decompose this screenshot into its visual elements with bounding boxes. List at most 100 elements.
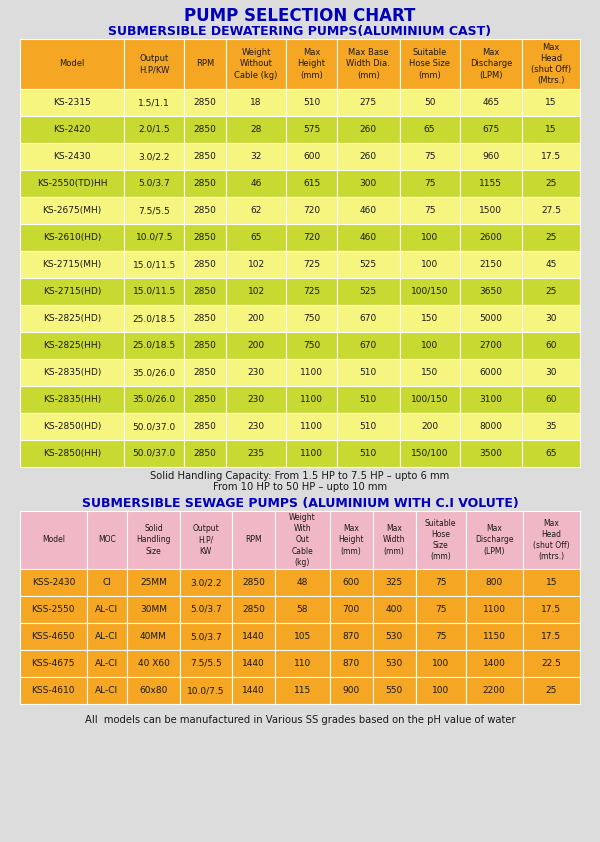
- Bar: [184, 278, 226, 305]
- Bar: [286, 251, 337, 278]
- Bar: [124, 89, 184, 116]
- Bar: [275, 650, 330, 677]
- Text: 30: 30: [545, 314, 557, 323]
- Bar: [226, 440, 286, 467]
- Text: 102: 102: [247, 260, 265, 269]
- Text: 2850: 2850: [194, 125, 217, 134]
- Text: 3.0/2.2: 3.0/2.2: [139, 152, 170, 161]
- Text: 1.5/1.1: 1.5/1.1: [139, 98, 170, 107]
- Bar: [184, 305, 226, 332]
- Bar: [87, 596, 127, 623]
- Bar: [466, 511, 523, 569]
- Bar: [87, 623, 127, 650]
- Bar: [226, 332, 286, 359]
- Text: 65: 65: [545, 449, 557, 458]
- Text: 3100: 3100: [479, 395, 502, 404]
- Text: 100: 100: [421, 260, 438, 269]
- Text: 150: 150: [421, 314, 438, 323]
- Text: 30MM: 30MM: [140, 605, 167, 614]
- Text: 100: 100: [421, 233, 438, 242]
- Bar: [466, 677, 523, 704]
- Bar: [400, 224, 460, 251]
- Text: 525: 525: [360, 287, 377, 296]
- Bar: [522, 359, 580, 386]
- Text: AL-CI: AL-CI: [95, 632, 119, 641]
- Text: 800: 800: [485, 578, 503, 587]
- Text: 60x80: 60x80: [139, 686, 167, 695]
- Text: 2850: 2850: [194, 422, 217, 431]
- Text: 670: 670: [359, 314, 377, 323]
- Text: 15: 15: [545, 98, 557, 107]
- Bar: [286, 305, 337, 332]
- Text: 200: 200: [247, 341, 265, 350]
- Bar: [337, 440, 400, 467]
- Text: 530: 530: [386, 632, 403, 641]
- Text: 3.0/2.2: 3.0/2.2: [190, 578, 221, 587]
- Bar: [416, 650, 466, 677]
- Bar: [20, 413, 124, 440]
- Bar: [400, 251, 460, 278]
- Bar: [20, 251, 124, 278]
- Bar: [400, 305, 460, 332]
- Bar: [275, 677, 330, 704]
- Bar: [20, 650, 87, 677]
- Bar: [286, 359, 337, 386]
- Text: 1100: 1100: [483, 605, 506, 614]
- Bar: [275, 596, 330, 623]
- Bar: [523, 677, 580, 704]
- Bar: [275, 623, 330, 650]
- Bar: [460, 39, 522, 89]
- Text: 115: 115: [294, 686, 311, 695]
- Bar: [184, 197, 226, 224]
- Text: 675: 675: [482, 125, 500, 134]
- Bar: [20, 197, 124, 224]
- Text: KS-2715(MH): KS-2715(MH): [43, 260, 101, 269]
- Text: Output
H.P/
KW: Output H.P/ KW: [193, 525, 219, 556]
- Bar: [337, 278, 400, 305]
- Bar: [522, 386, 580, 413]
- Text: 1440: 1440: [242, 632, 265, 641]
- Text: 2850: 2850: [194, 314, 217, 323]
- Text: 2850: 2850: [194, 449, 217, 458]
- Bar: [179, 569, 232, 596]
- Bar: [20, 224, 124, 251]
- Text: Max
Head
(shut Off)
(Mtrs.): Max Head (shut Off) (Mtrs.): [531, 43, 571, 85]
- Bar: [460, 359, 522, 386]
- Text: 960: 960: [482, 152, 500, 161]
- Text: 30: 30: [545, 368, 557, 377]
- Bar: [20, 440, 124, 467]
- Text: 18: 18: [250, 98, 262, 107]
- Text: 25.0/18.5: 25.0/18.5: [133, 314, 176, 323]
- Text: KSS-4675: KSS-4675: [32, 659, 75, 668]
- Bar: [522, 413, 580, 440]
- Text: CI: CI: [103, 578, 112, 587]
- Text: 750: 750: [303, 314, 320, 323]
- Text: 45: 45: [545, 260, 557, 269]
- Bar: [20, 332, 124, 359]
- Bar: [400, 89, 460, 116]
- Text: Max
Discharge
(LPM): Max Discharge (LPM): [475, 525, 514, 556]
- Bar: [226, 197, 286, 224]
- Text: 17.5: 17.5: [541, 605, 562, 614]
- Bar: [275, 511, 330, 569]
- Text: Max
Discharge
(LPM): Max Discharge (LPM): [470, 48, 512, 80]
- Text: 75: 75: [424, 206, 436, 215]
- Bar: [400, 332, 460, 359]
- Bar: [184, 143, 226, 170]
- Bar: [127, 511, 179, 569]
- Bar: [179, 623, 232, 650]
- Text: AL-CI: AL-CI: [95, 686, 119, 695]
- Bar: [416, 677, 466, 704]
- Bar: [337, 39, 400, 89]
- Bar: [184, 170, 226, 197]
- Text: Weight
Without
Cable (kg): Weight Without Cable (kg): [235, 48, 278, 80]
- Bar: [20, 511, 87, 569]
- Text: RPM: RPM: [245, 536, 262, 545]
- Text: 725: 725: [303, 287, 320, 296]
- Text: 1400: 1400: [483, 659, 506, 668]
- Bar: [460, 332, 522, 359]
- Bar: [373, 650, 416, 677]
- Text: 510: 510: [303, 98, 320, 107]
- Text: 25: 25: [545, 179, 557, 188]
- Text: 725: 725: [303, 260, 320, 269]
